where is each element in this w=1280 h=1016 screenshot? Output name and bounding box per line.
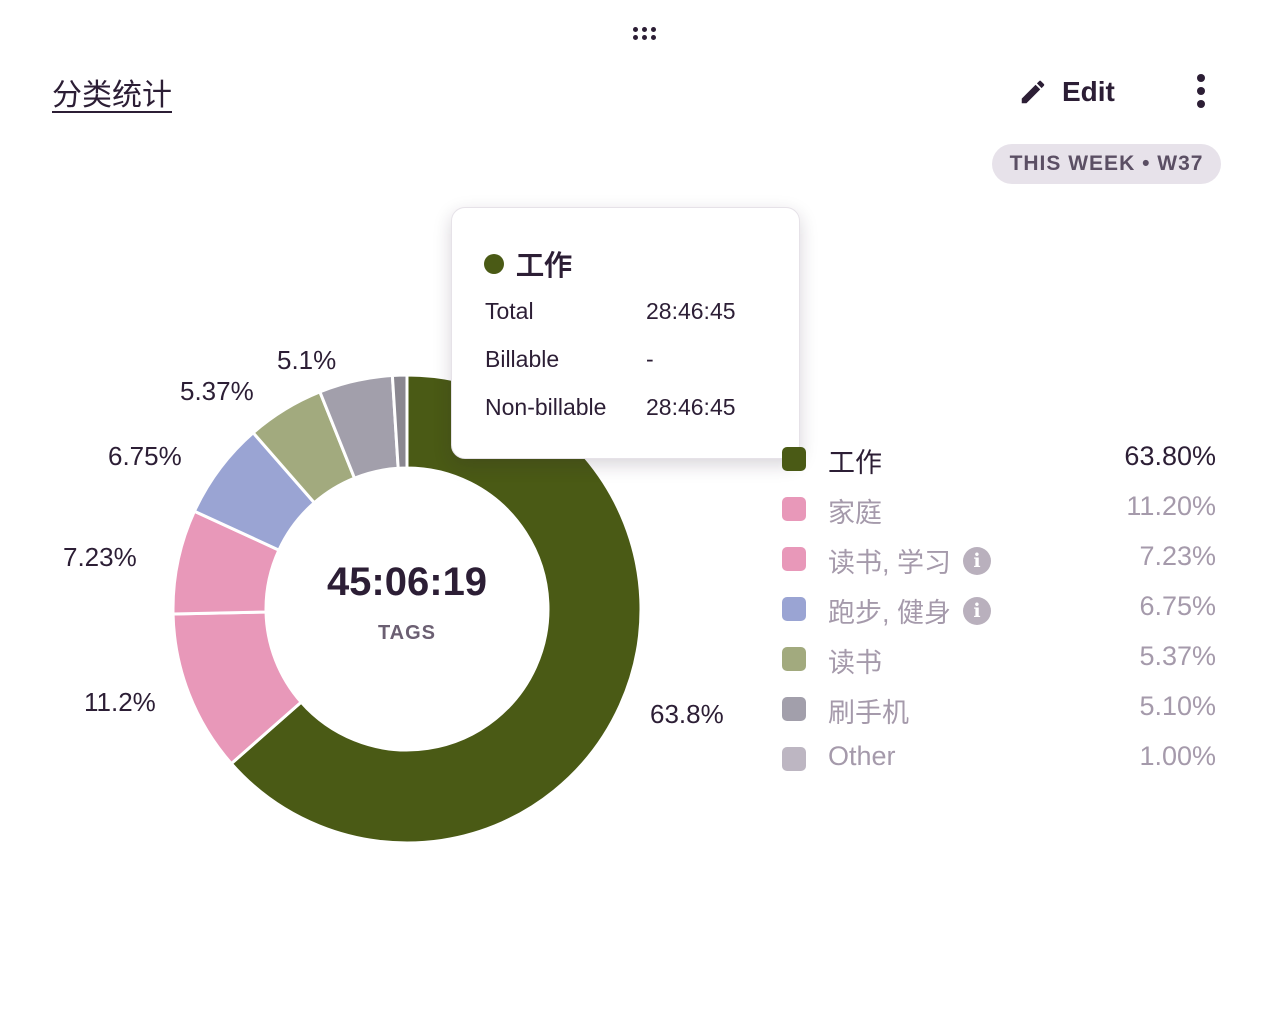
legend-name: Other (828, 741, 896, 771)
legend-swatch (782, 697, 806, 721)
legend-percent: 5.10% (1139, 691, 1216, 721)
center-label: TAGS (377, 622, 437, 644)
legend-name: 跑步, 健身 (828, 598, 952, 628)
legend-name: 工作 (828, 448, 882, 478)
slice-tooltip: 工作 Total 28:46:45 Billable - Non-billabl… (451, 207, 800, 459)
tooltip-row-value: - (646, 346, 654, 372)
center-total-duration: 45:06:19 (326, 560, 488, 604)
legend-item[interactable]: 读书, 学习 i 7.23% (782, 541, 1216, 578)
info-icon[interactable]: i (963, 546, 992, 575)
widget-title[interactable]: 分类统计 (52, 79, 172, 112)
drag-handle-icon[interactable] (628, 20, 660, 44)
legend-name: 读书, 学习 (828, 548, 952, 578)
slice-label-5: 5.1% (277, 345, 337, 375)
slice-label-2: 7.23% (63, 542, 137, 572)
legend-percent: 1.00% (1139, 741, 1216, 771)
legend-percent: 7.23% (1139, 541, 1216, 571)
legend-item[interactable]: 家庭 11.20% (782, 491, 1216, 528)
legend-swatch (782, 447, 806, 471)
legend-swatch (782, 547, 806, 571)
legend-item[interactable]: 刷手机 5.10% (782, 691, 1216, 728)
info-icon[interactable]: i (963, 596, 992, 625)
tooltip-title: 工作 (516, 250, 573, 281)
legend-item[interactable]: Other 1.00% (782, 741, 1216, 777)
slice-label-4: 5.37% (180, 376, 254, 406)
tooltip-row-total: Total 28:46:45 (485, 298, 775, 328)
tooltip-row-billable: Billable - (485, 346, 775, 376)
legend-name: 刷手机 (828, 698, 909, 728)
legend-percent: 11.20% (1126, 491, 1216, 521)
legend-swatch (782, 747, 806, 771)
pencil-icon (1021, 80, 1045, 104)
legend-percent: 63.80% (1124, 441, 1216, 471)
legend-percent: 6.75% (1139, 591, 1216, 621)
legend-item[interactable]: 跑步, 健身 i 6.75% (782, 591, 1216, 628)
legend-swatch (782, 647, 806, 671)
donut-slice-6[interactable] (390, 373, 409, 470)
slice-label-1: 11.2% (84, 687, 156, 717)
more-vertical-icon[interactable] (1186, 70, 1216, 112)
legend-percent: 5.37% (1139, 641, 1216, 671)
tooltip-row-label: Non-billable (485, 394, 607, 420)
tooltip-color-dot (484, 254, 504, 274)
edit-label: Edit (1062, 76, 1115, 107)
tooltip-row-non-billable: Non-billable 28:46:45 (485, 394, 775, 424)
slice-label-3: 6.75% (108, 441, 182, 471)
tooltip-row-label: Total (485, 298, 534, 324)
legend-swatch (782, 597, 806, 621)
tooltip-row-value: 28:46:45 (646, 298, 736, 324)
legend-item[interactable]: 工作 63.80% (782, 441, 1216, 478)
legend-name: 读书 (828, 648, 882, 678)
tooltip-header: 工作 (484, 244, 572, 284)
slice-label-0: 63.8% (650, 699, 724, 729)
donut-slice-0[interactable] (229, 373, 643, 845)
edit-button[interactable]: Edit (1018, 72, 1115, 112)
legend-item[interactable]: 读书 5.37% (782, 641, 1216, 678)
period-badge: THIS WEEK • W37 (992, 144, 1221, 184)
tooltip-row-label: Billable (485, 346, 560, 372)
legend-name: 家庭 (828, 498, 882, 528)
tooltip-row-value: 28:46:45 (646, 394, 736, 420)
legend-swatch (782, 497, 806, 521)
